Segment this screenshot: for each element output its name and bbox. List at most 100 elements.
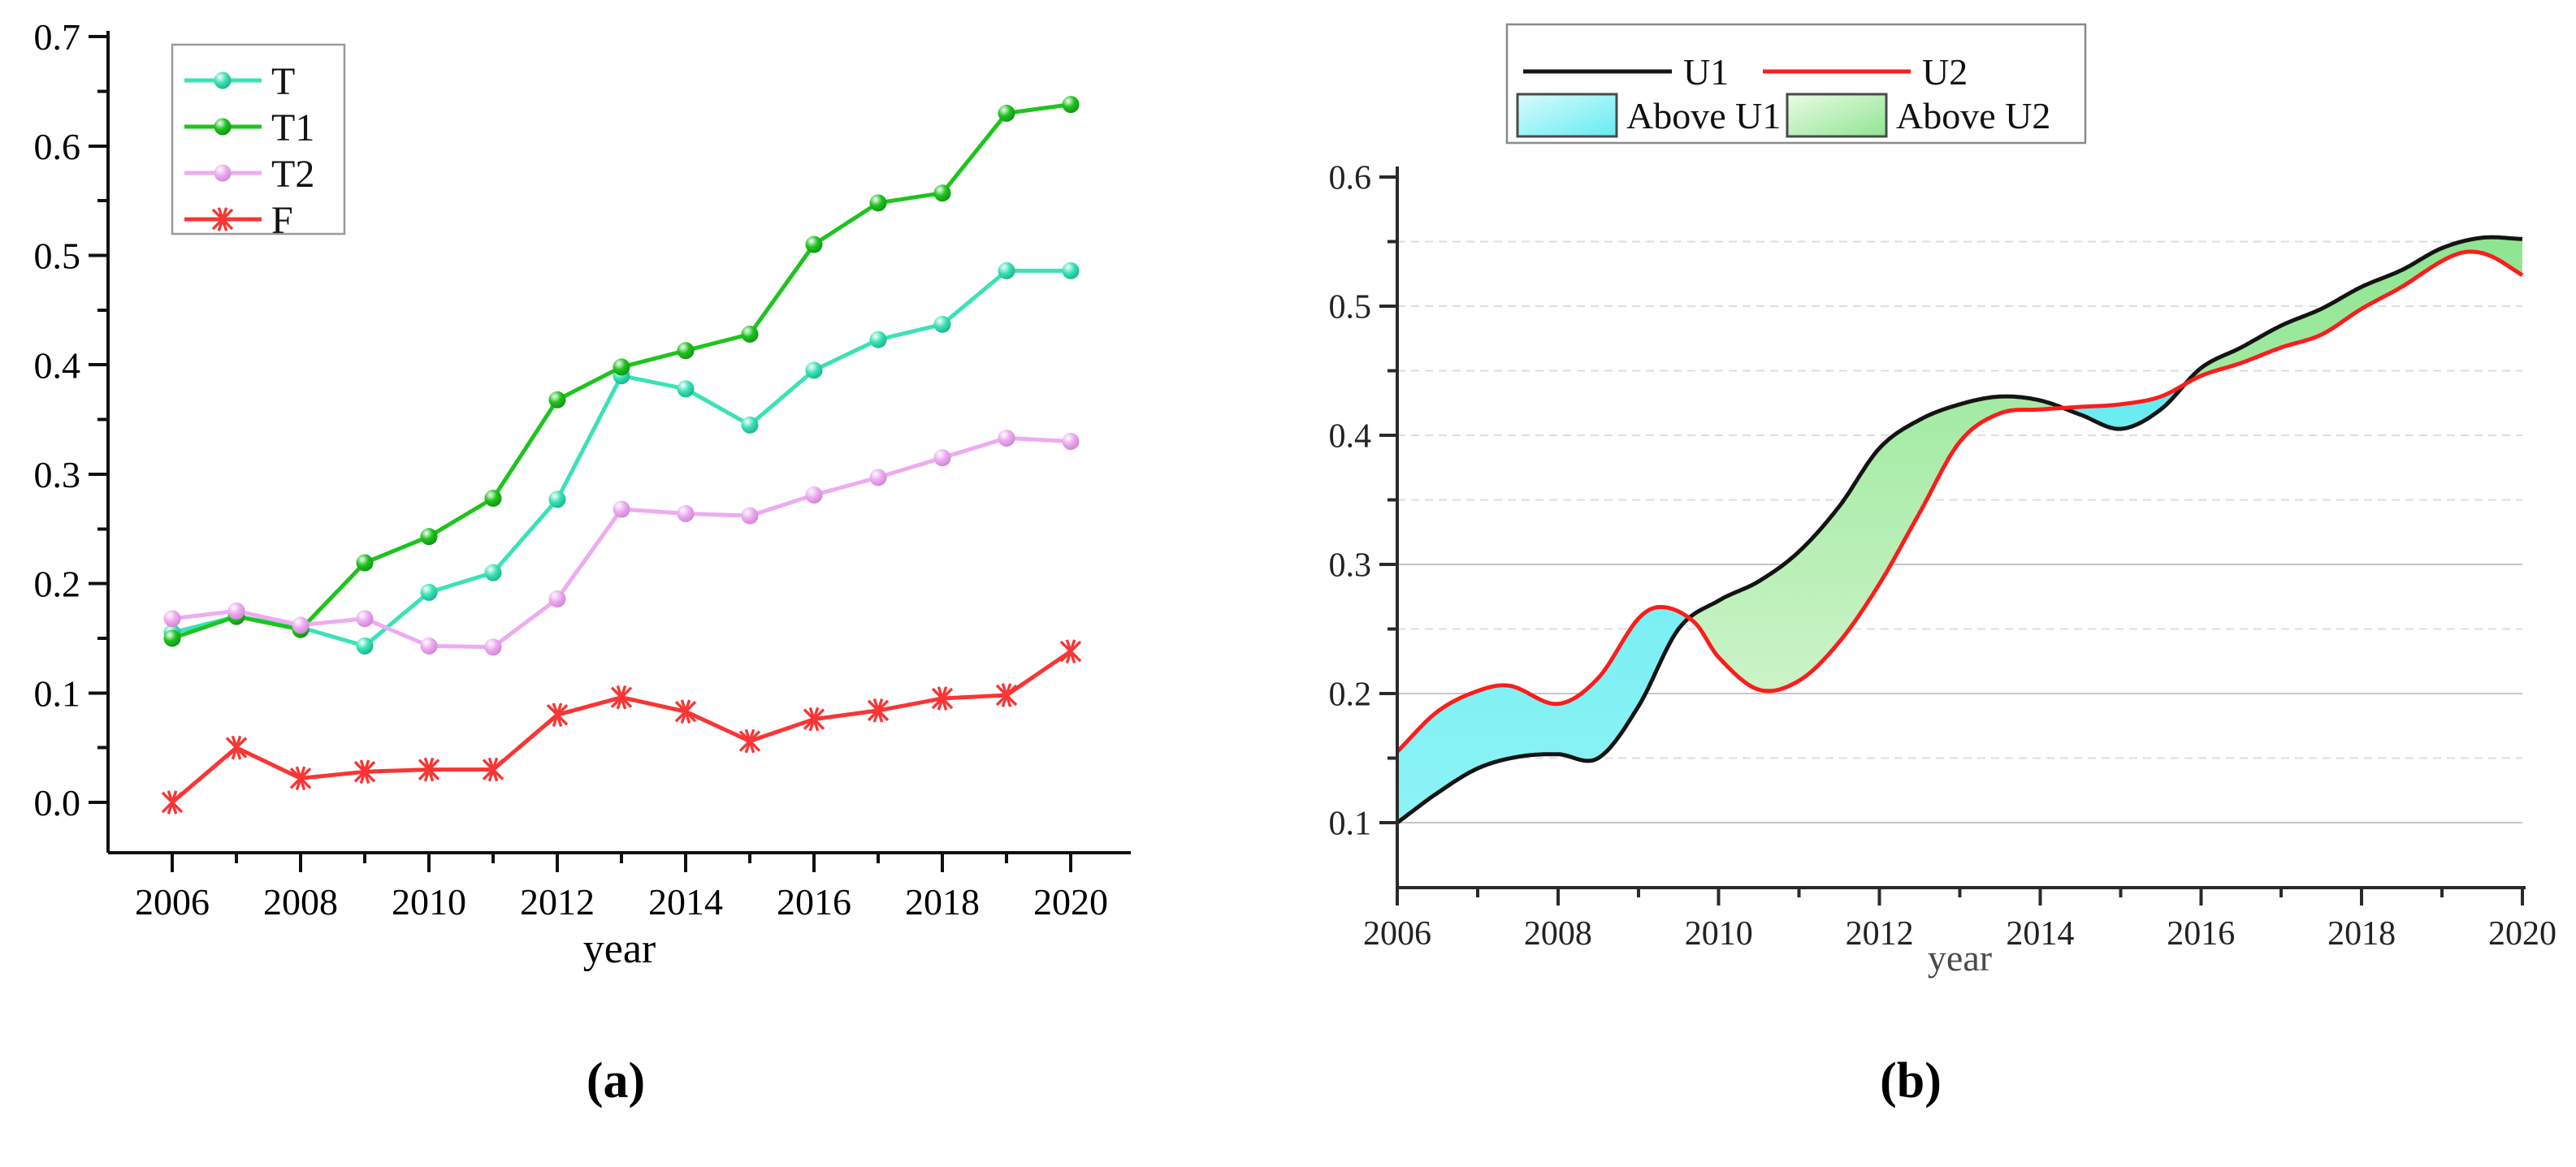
- legend-marker-T2: [214, 164, 232, 182]
- star-marker: [803, 707, 825, 732]
- chart-b-axes: [1379, 166, 2526, 906]
- star-marker: [610, 685, 633, 710]
- fill-region-above-u1: [2063, 384, 2185, 430]
- data-point-T1: [998, 104, 1015, 122]
- series-line-F: [171, 650, 1072, 804]
- data-point-T2: [420, 637, 438, 655]
- star-marker: [211, 207, 234, 231]
- chart-b-y-tick-label: 0.5: [1329, 289, 1372, 326]
- chart-a-x-tick-label: 2020: [1033, 881, 1108, 923]
- data-point-T2: [677, 504, 695, 522]
- chart-b-x-tick-label: 2012: [1846, 915, 1914, 953]
- chart-a-x-tick-label: 2018: [905, 881, 980, 923]
- data-point-T: [484, 564, 502, 581]
- curve-U2: [1396, 249, 2524, 754]
- chart-a-y-tick-label: 0.3: [34, 454, 81, 495]
- chart-b-x-tick-label: 2016: [2167, 915, 2235, 953]
- chart-b-y-tick-label: 0.3: [1329, 547, 1372, 585]
- data-point-T1: [869, 194, 887, 212]
- chart-a-x-tick-label: 2016: [777, 881, 851, 923]
- legend-label-T2: T2: [271, 153, 314, 196]
- data-point-T2: [998, 429, 1015, 447]
- data-point-T2: [484, 638, 502, 656]
- data-point-T: [933, 315, 951, 333]
- fill-region-above-u2: [1689, 396, 2063, 691]
- chart-b-legend: U1 U2 Above U1 Above U2: [1505, 23, 2087, 145]
- data-point-T2: [356, 610, 374, 628]
- chart-b-y-tick-label: 0.2: [1329, 676, 1372, 714]
- chart-a-y-tick-label: 0.2: [34, 564, 81, 605]
- chart-b-x-tick-label: 2014: [2006, 915, 2074, 953]
- star-marker: [418, 757, 440, 782]
- star-marker: [995, 683, 1018, 707]
- data-point-T2: [869, 469, 887, 486]
- data-point-T: [998, 261, 1015, 279]
- data-point-T2: [227, 602, 245, 620]
- series-line-T2: [171, 435, 1072, 650]
- legend-label-above-u2: Above U2: [1896, 95, 2050, 136]
- star-marker: [546, 702, 569, 728]
- chart-a-y-tick-label: 0.6: [34, 126, 81, 167]
- chart-a-axes: [89, 31, 1131, 872]
- chart-b: 0.1 0.2 0.3 0.4 0.5 0.6 2006 2008 2010 2012 2014 20…: [1329, 23, 2557, 979]
- data-point-T1: [356, 554, 374, 572]
- data-point-T: [677, 380, 695, 398]
- chart-a-y-tick-label: 0.1: [34, 672, 81, 714]
- legend-swatch-above-u1: [1516, 93, 1618, 138]
- star-marker: [289, 766, 312, 791]
- star-marker: [225, 735, 248, 760]
- legend-label-F: F: [271, 199, 293, 242]
- data-point-T2: [741, 507, 759, 525]
- data-point-T: [741, 416, 759, 434]
- data-point-T: [356, 637, 374, 655]
- legend-label-T1: T1: [271, 106, 314, 149]
- chart-b-x-tick-label: 2020: [2488, 915, 2557, 953]
- chart-a-x-axis-title: year: [583, 926, 656, 972]
- chart-a-series-F: [161, 639, 1082, 815]
- data-point-T: [420, 583, 438, 601]
- data-point-T1: [613, 358, 630, 376]
- chart-b-y-tick-label: 0.1: [1329, 806, 1372, 843]
- panel-label-a: (a): [586, 1053, 646, 1109]
- star-marker: [867, 698, 890, 723]
- data-point-T: [1062, 261, 1080, 279]
- star-marker: [931, 686, 954, 711]
- star-marker: [738, 728, 761, 754]
- chart-a-x-tick-label: 2012: [520, 881, 595, 923]
- star-marker: [1059, 639, 1082, 663]
- chart-b-x-tick-label: 2018: [2327, 915, 2396, 953]
- legend-label-u1: U1: [1683, 51, 1729, 93]
- chart-a-series-T2: [163, 429, 1080, 656]
- chart-a-y-tick-label: 0.5: [34, 236, 81, 277]
- fill-region-above-u2: [2184, 237, 2522, 385]
- fill-region-above-u1: [1397, 607, 1690, 823]
- data-point-T2: [1062, 432, 1080, 450]
- legend-marker-T1: [214, 118, 232, 136]
- chart-a-series-T1: [163, 96, 1080, 647]
- data-point-T2: [163, 610, 181, 628]
- data-point-T1: [741, 325, 759, 343]
- curve-U1: [1396, 235, 2523, 824]
- chart-a-y-tick-label: 0.0: [34, 782, 81, 823]
- chart-a-x-tick-label: 2006: [135, 881, 210, 923]
- data-point-T1: [420, 528, 438, 546]
- chart-a: 0.0 0.1 0.2 0.3 0.4 0.5 0.6 0.7 2006 2008 2010 2012…: [34, 16, 1131, 972]
- legend-label-above-u1: Above U1: [1626, 95, 1781, 136]
- chart-a-x-tick-label: 2008: [263, 881, 338, 923]
- data-point-T1: [805, 236, 823, 253]
- chart-a-x-tick-label: 2014: [648, 881, 723, 923]
- panel-label-b: (b): [1880, 1053, 1942, 1109]
- chart-b-x-tick-label: 2008: [1524, 915, 1592, 953]
- chart-b-x-axis-title: year: [1928, 937, 1992, 979]
- chart-a-y-tick-label: 0.4: [34, 344, 81, 386]
- data-point-T1: [484, 490, 502, 508]
- chart-b-y-tick-label: 0.4: [1329, 418, 1372, 456]
- star-marker: [161, 790, 184, 815]
- chart-b-y-tick-label: 0.6: [1329, 160, 1372, 197]
- chart-a-legend-box: [171, 43, 346, 236]
- data-point-T: [548, 491, 566, 508]
- chart-b-x-tick-label: 2006: [1363, 915, 1431, 953]
